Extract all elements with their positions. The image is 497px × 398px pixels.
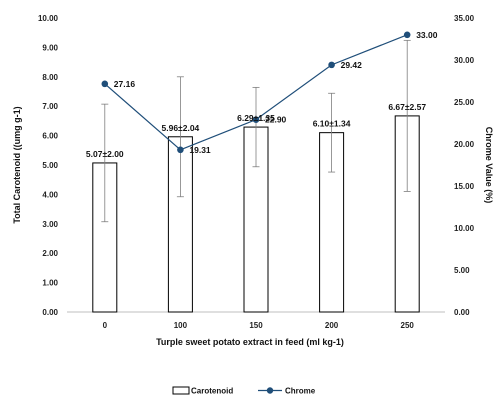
- y-tick-label: 7.00: [42, 102, 58, 111]
- carotenoid-data-label: 5.96±2.04: [162, 123, 200, 133]
- legend-chrome-marker: [266, 387, 274, 394]
- y-tick-label: 2.00: [42, 249, 58, 258]
- chrome-point: [177, 146, 184, 154]
- y2-tick-label: 5.00: [454, 266, 470, 275]
- chrome-point: [328, 61, 335, 69]
- data-labels: 5.07±2.00 5.96±2.04 6.29±1.35 6.10±1.34 6.67…: [86, 30, 438, 159]
- chrome-point: [403, 31, 411, 39]
- y-tick-label: 1.00: [42, 279, 58, 288]
- carotenoid-data-label: 6.10±1.34: [313, 119, 351, 129]
- axes: 0.00 1.00 2.00 3.00 4.00 5.00 6.00 7.00 8.00 9.00…: [38, 14, 475, 330]
- x-tick-label: 250: [401, 321, 415, 330]
- chrome-point: [252, 116, 260, 123]
- y-tick-label: 10.00: [38, 14, 59, 23]
- y2-tick-label: 15.00: [454, 182, 475, 191]
- legend-carotenoid-swatch: [172, 386, 190, 395]
- y-tick-label: 3.00: [42, 220, 58, 229]
- y2-tick-label: 35.00: [454, 14, 475, 23]
- chrome-data-label: 19.31: [189, 145, 211, 155]
- legend-carotenoid-label: Carotenoid: [191, 387, 233, 396]
- y2-tick-label: 0.00: [454, 308, 470, 317]
- legend-chrome-label: Chrome: [285, 387, 316, 396]
- error-bars: [101, 39, 411, 223]
- y-tick-label: 6.00: [42, 132, 58, 141]
- y-tick-label: 4.00: [42, 190, 58, 199]
- y-axis-title: Total Carotenoid ((umg g-1): [12, 106, 22, 223]
- y-tick-label: 9.00: [42, 43, 58, 52]
- x-tick-label: 100: [174, 321, 188, 330]
- y2-tick-label: 30.00: [454, 56, 475, 65]
- y2-tick-label: 25.00: [454, 98, 475, 107]
- x-tick-label: 200: [325, 321, 339, 330]
- carotenoid-data-label: 5.07±2.00: [86, 149, 124, 159]
- y-tick-label: 0.00: [42, 308, 58, 317]
- y2-tick-label: 20.00: [454, 140, 475, 149]
- chrome-data-label: 33.00: [416, 30, 438, 40]
- y2-axis-title: Chrome Value (%): [484, 127, 494, 204]
- carotenoid-data-label: 6.29±1.35: [237, 113, 275, 123]
- y2-tick-label: 10.00: [454, 224, 475, 233]
- chrome-data-label: 22.90: [265, 115, 287, 125]
- chrome-point: [101, 80, 109, 88]
- carotenoid-data-label: 6.67±2.57: [388, 102, 426, 112]
- chrome-data-label: 27.16: [114, 79, 136, 89]
- chrome-data-label: 29.42: [341, 60, 363, 70]
- x-tick-label: 0: [103, 321, 108, 330]
- y-tick-label: 8.00: [42, 73, 58, 82]
- x-tick-label: 150: [249, 321, 263, 330]
- y-tick-label: 5.00: [42, 161, 58, 170]
- legend: Carotenoid Chrome: [172, 386, 316, 396]
- chrome-line: [101, 31, 411, 154]
- x-axis-title: Turple sweet potato extract in feed (ml …: [156, 337, 344, 347]
